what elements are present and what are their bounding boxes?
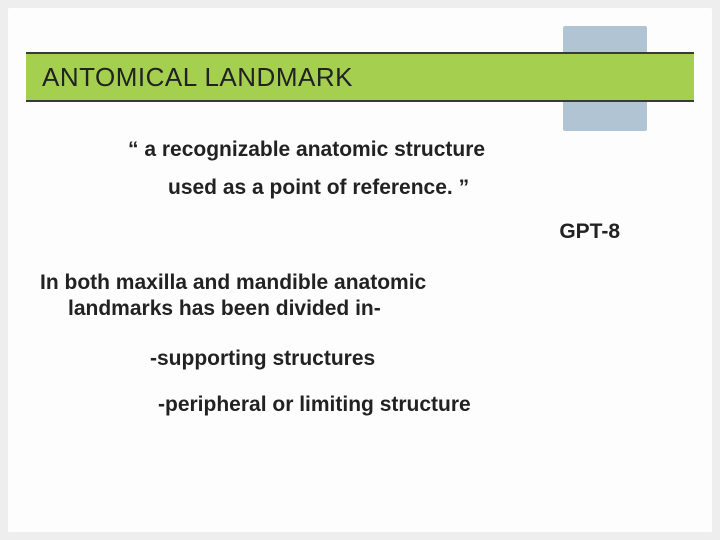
attribution: GPT-8 [40,220,620,244]
paragraph-line-1: In both maxilla and mandible anatomic [40,271,426,294]
title-bar: ANTOMICAL LANDMARK [26,52,694,102]
bullet-supporting: -supporting structures [150,347,680,371]
bullet-peripheral: -peripheral or limiting structure [158,393,680,417]
quote-line-1: “ a recognizable anatomic structure [128,138,680,162]
slide: ANTOMICAL LANDMARK “ a recognizable anat… [8,8,712,532]
slide-content: “ a recognizable anatomic structure used… [40,128,680,417]
quote-line-2: used as a point of reference. ” [168,176,680,200]
paragraph-line-2: landmarks has been divided in- [68,296,680,322]
slide-title: ANTOMICAL LANDMARK [42,62,353,93]
intro-paragraph: In both maxilla and mandible anatomic la… [40,270,680,323]
